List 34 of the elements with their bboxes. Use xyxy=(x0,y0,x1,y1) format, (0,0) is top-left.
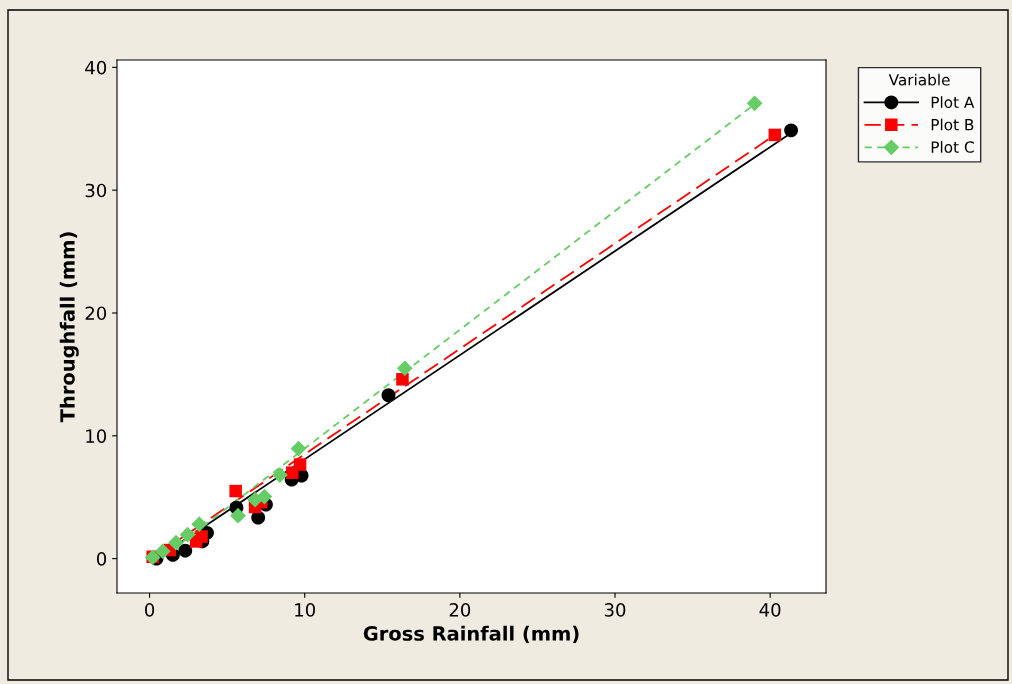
point xyxy=(178,543,193,558)
legend-label: Plot B xyxy=(931,118,974,131)
y-tick-label: 0 xyxy=(96,552,107,566)
point xyxy=(195,530,208,543)
point xyxy=(396,360,413,377)
x-tick-label: 20 xyxy=(449,603,471,617)
point xyxy=(168,534,184,551)
point xyxy=(230,507,246,524)
x-tick-label: 40 xyxy=(759,603,781,617)
point xyxy=(290,440,307,457)
point xyxy=(768,128,782,142)
y-tick-label: 40 xyxy=(85,60,107,75)
point xyxy=(746,95,763,112)
y-tick-label: 10 xyxy=(86,429,107,443)
x-tick-label: 0 xyxy=(145,603,155,617)
point xyxy=(293,458,307,471)
point xyxy=(784,123,799,138)
x-tick-label: 10 xyxy=(295,603,316,617)
point xyxy=(191,516,208,533)
legend-title: Variable xyxy=(888,73,950,86)
x-tick-label: 30 xyxy=(604,603,626,617)
point xyxy=(256,488,273,505)
y-axis-title: Throughfall (mm) xyxy=(59,232,79,423)
point xyxy=(229,484,242,498)
point xyxy=(381,388,396,403)
legend-label: Plot C xyxy=(931,141,974,153)
y-tick-label: 30 xyxy=(85,183,107,198)
x-axis-title: Gross Rainfall (mm) xyxy=(363,625,579,644)
point xyxy=(154,543,171,560)
legend-label: Plot A xyxy=(931,96,975,108)
point xyxy=(179,526,196,543)
y-tick-label: 20 xyxy=(85,306,107,321)
point xyxy=(396,373,409,386)
point xyxy=(272,467,288,483)
